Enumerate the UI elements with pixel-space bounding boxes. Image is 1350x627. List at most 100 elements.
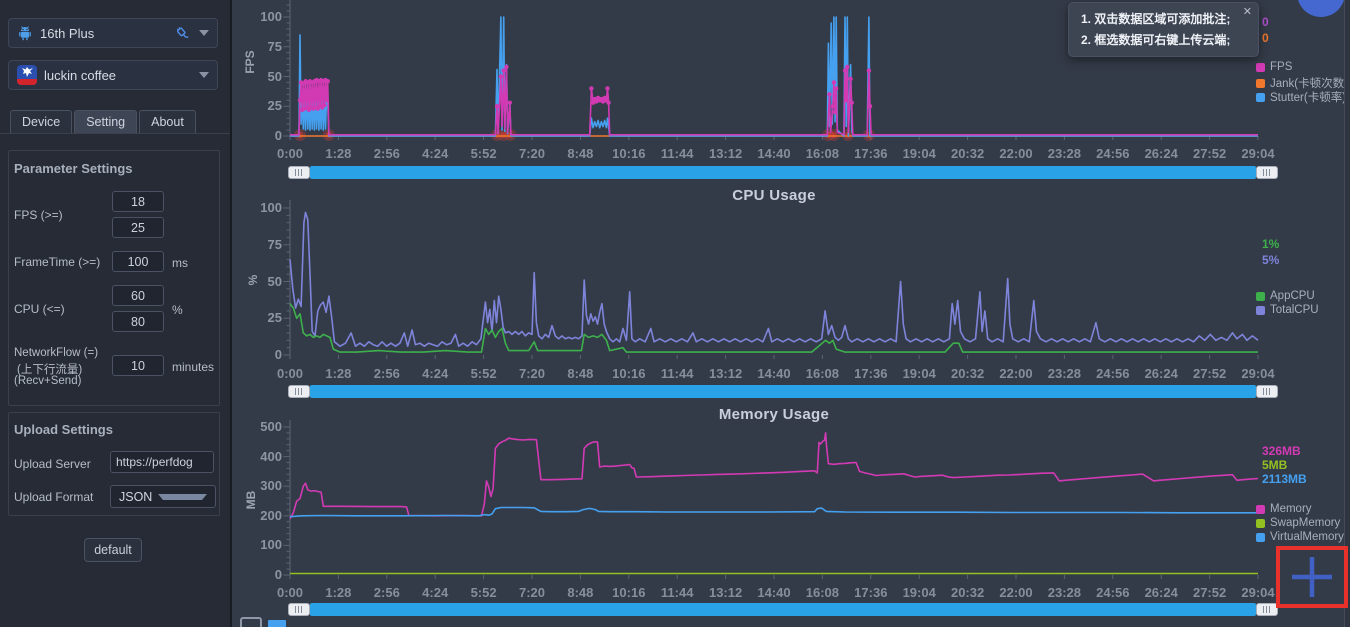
tab-setting[interactable]: Setting: [74, 110, 138, 133]
frametime-input[interactable]: [112, 251, 164, 272]
cpu-chart-scrollbar[interactable]: [288, 385, 1278, 398]
x-tick-label: 0:00: [276, 585, 304, 600]
floating-action-button[interactable]: [1297, 0, 1345, 17]
scroll-handle-right[interactable]: [1256, 385, 1278, 398]
cpu-unit: %: [172, 303, 183, 317]
x-tick-label: 7:20: [518, 585, 546, 600]
legend-item[interactable]: FPS: [1256, 61, 1292, 73]
add-chart-button[interactable]: [1276, 546, 1348, 608]
x-tick-label: 23:28: [1047, 366, 1082, 381]
legend-item[interactable]: SwapMemory: [1256, 517, 1340, 529]
legend-item[interactable]: TotalCPU: [1256, 304, 1319, 316]
vertical-scrollbar[interactable]: [1344, 0, 1350, 627]
legend-label: VirtualMemory: [1270, 531, 1344, 543]
y-tick-label: 0: [274, 128, 282, 143]
upload-format-select[interactable]: JSON: [110, 485, 216, 508]
networkflow-unit: minutes: [172, 360, 215, 374]
legend-swatch: [1256, 518, 1265, 528]
legend-swatch: [1256, 291, 1265, 301]
scroll-track[interactable]: [310, 385, 1256, 398]
scroll-handle-right[interactable]: [1256, 166, 1278, 179]
series-current-value: 2113MB: [1262, 472, 1307, 486]
fps-chart-plot[interactable]: [280, 0, 1280, 150]
x-tick-label: 29:04: [1241, 585, 1275, 600]
cpu-input-1[interactable]: [112, 285, 164, 306]
x-tick-label: 0:00: [276, 366, 304, 381]
x-tick-label: 1:28: [325, 146, 352, 161]
x-tick-label: 19:04: [902, 585, 936, 600]
x-tick-label: 1:28: [325, 585, 352, 600]
x-tick-label: 24:56: [1096, 366, 1130, 381]
legend-item[interactable]: Memory: [1256, 503, 1312, 515]
y-tick-label: 75: [267, 38, 282, 54]
close-icon[interactable]: ✕: [1242, 6, 1252, 18]
fps-label: FPS (>=): [14, 208, 63, 222]
app-name: luckin coffee: [44, 67, 117, 83]
fps-chart-scrollbar[interactable]: [288, 166, 1278, 179]
x-tick-label: 27:52: [1192, 146, 1227, 161]
x-tick-label: 26:24: [1144, 146, 1178, 161]
device-select[interactable]: 16th Plus: [8, 18, 218, 48]
x-tick-label: 13:12: [708, 366, 743, 381]
x-tick-label: 27:52: [1192, 366, 1227, 381]
chevron-down-icon: [199, 30, 209, 36]
memory-chart-plot[interactable]: [280, 420, 1280, 582]
fps-input-2[interactable]: [112, 217, 164, 238]
x-tick-label: 24:56: [1096, 585, 1130, 600]
legend-item[interactable]: Jank(卡顿次数): [1256, 75, 1348, 91]
series-current-value: 5MB: [1262, 458, 1288, 472]
sidebar-divider: [230, 0, 232, 627]
y-tick-label: 25: [267, 98, 282, 114]
y-tick-label: 25: [267, 310, 282, 326]
android-icon: [19, 26, 31, 41]
fps-input-1[interactable]: [112, 191, 164, 212]
default-button[interactable]: default: [84, 538, 142, 562]
x-tick-label: 16:08: [805, 585, 840, 600]
legend-label: Stutter(卡顿率): [1270, 92, 1347, 104]
parameter-settings-title: Parameter Settings: [14, 161, 133, 176]
scroll-track[interactable]: [310, 603, 1256, 616]
parameter-settings-panel: [8, 150, 220, 406]
legend-swatch: [1256, 305, 1265, 315]
legend-item[interactable]: AppCPU: [1256, 290, 1315, 302]
y-tick-label: 200: [260, 507, 282, 523]
x-tick-label: 17:36: [854, 366, 888, 381]
networkflow-input[interactable]: [112, 355, 164, 376]
x-tick-label: 22:00: [999, 585, 1033, 600]
scroll-track[interactable]: [310, 166, 1256, 179]
legend-item[interactable]: Stutter(卡顿率): [1256, 89, 1346, 105]
cpu-input-2[interactable]: [112, 311, 164, 332]
legend-label: Jank(卡顿次数): [1270, 78, 1348, 90]
legend-swatch: [1256, 62, 1265, 72]
series-current-value: 1%: [1262, 237, 1280, 251]
memory-chart-scrollbar[interactable]: [288, 603, 1278, 616]
upload-server-input[interactable]: [110, 451, 214, 473]
x-tick-label: 5:52: [470, 366, 497, 381]
upload-format-label: Upload Format: [14, 490, 94, 504]
tab-about[interactable]: About: [139, 110, 196, 133]
device-name: 16th Plus: [40, 25, 95, 41]
memory-chart-title: Memory Usage: [718, 406, 830, 423]
x-tick-label: 7:20: [518, 366, 546, 381]
x-tick-label: 13:12: [708, 146, 743, 161]
y-tick-label: 400: [260, 448, 282, 464]
x-tick-label: 4:24: [422, 146, 449, 161]
tab-device[interactable]: Device: [10, 110, 73, 133]
scroll-handle-right[interactable]: [1256, 603, 1278, 616]
scroll-handle-left[interactable]: [288, 166, 310, 179]
upload-settings-title: Upload Settings: [14, 422, 113, 437]
app-select[interactable]: luckin coffee: [8, 60, 218, 90]
x-tick-label: 29:04: [1241, 366, 1275, 381]
next-chart-icon[interactable]: [240, 617, 262, 627]
scroll-handle-left[interactable]: [288, 603, 310, 616]
x-tick-label: 26:24: [1144, 366, 1178, 381]
x-tick-label: 8:48: [567, 146, 594, 161]
x-tick-label: 10:16: [612, 146, 646, 161]
cpu-chart-plot[interactable]: [280, 200, 1280, 364]
legend-item[interactable]: VirtualMemory: [1256, 531, 1344, 543]
frametime-unit: ms: [172, 256, 188, 270]
scroll-handle-left[interactable]: [288, 385, 310, 398]
networkflow-label-3: (Recv+Send): [14, 375, 82, 387]
x-tick-label: 10:16: [612, 585, 646, 600]
x-tick-label: 14:40: [757, 146, 791, 161]
